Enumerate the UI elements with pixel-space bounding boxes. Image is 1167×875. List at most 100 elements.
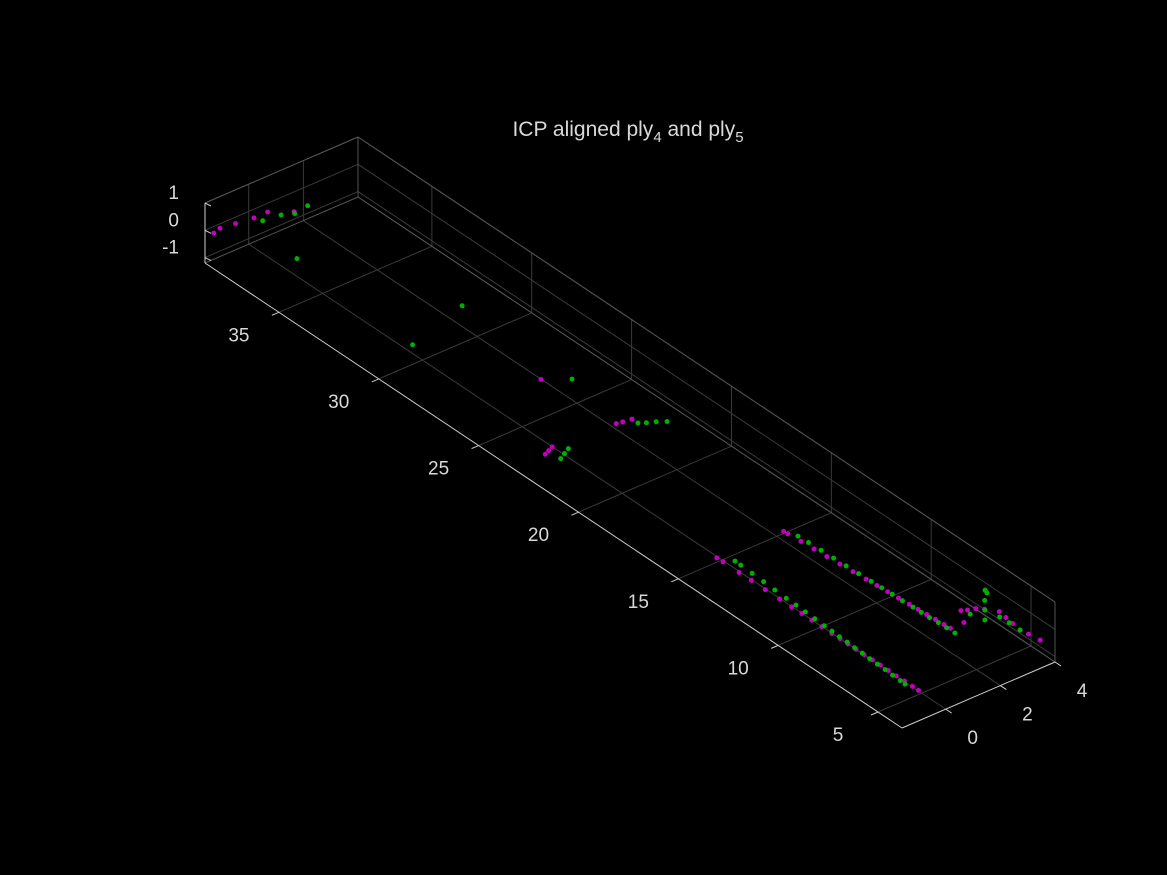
data-point — [909, 683, 915, 689]
grid-line — [204, 163, 359, 231]
data-point — [874, 582, 880, 588]
data-point — [643, 420, 649, 426]
data-point — [549, 444, 555, 450]
data-point — [211, 230, 217, 236]
data-point — [958, 608, 964, 614]
data-point — [944, 625, 950, 631]
data-point — [996, 609, 1002, 615]
data-point — [924, 611, 930, 617]
data-point — [798, 538, 804, 544]
x-tick-label: 2 — [1022, 705, 1033, 726]
data-point — [762, 587, 768, 593]
data-point — [850, 569, 856, 575]
data-point — [859, 650, 865, 656]
data-point — [772, 587, 778, 593]
grid-line — [303, 220, 1001, 686]
y-tick — [770, 644, 779, 649]
data-point — [278, 212, 284, 218]
data-point — [777, 596, 783, 602]
data-point — [947, 625, 953, 631]
data-point — [294, 256, 300, 262]
data-point — [565, 446, 571, 452]
title-subscript: 5 — [735, 129, 743, 146]
data-point — [829, 628, 835, 634]
x-tick — [945, 708, 952, 714]
data-point — [927, 615, 933, 621]
y-tick-label: 20 — [528, 525, 549, 546]
data-point — [997, 614, 1003, 620]
data-point — [629, 416, 635, 422]
data-point — [748, 577, 754, 583]
data-point — [781, 528, 787, 534]
y-tick — [271, 311, 280, 316]
data-point — [635, 420, 641, 426]
data-point — [738, 562, 744, 568]
data-point — [811, 546, 817, 552]
data-point — [844, 639, 850, 645]
data-point — [538, 376, 544, 382]
data-point — [785, 531, 791, 537]
data-point — [569, 376, 575, 382]
data-point — [761, 579, 767, 585]
z-tick-label: -1 — [162, 238, 179, 259]
data-point — [217, 225, 223, 231]
y-tick — [671, 578, 679, 583]
data-point — [821, 623, 827, 629]
data-point — [1026, 631, 1032, 637]
data-point — [895, 595, 901, 601]
data-point — [795, 533, 801, 539]
data-point — [558, 456, 564, 462]
data-point — [542, 451, 548, 457]
data-point — [1017, 627, 1023, 633]
data-point — [935, 620, 941, 626]
y-tick-label: 30 — [328, 392, 349, 413]
data-point — [613, 421, 619, 427]
data-point — [915, 606, 921, 612]
data-point — [952, 630, 958, 636]
data-point — [918, 609, 924, 615]
data-point — [831, 555, 837, 561]
x-tick — [1000, 685, 1007, 690]
x-tick — [1054, 661, 1062, 667]
z-tick — [204, 257, 212, 261]
data-point — [899, 598, 905, 604]
grid-line — [678, 512, 832, 580]
box-edge — [204, 136, 359, 204]
data-point — [749, 570, 755, 576]
z-tick-label: 1 — [168, 183, 179, 204]
data-point — [879, 585, 885, 591]
data-point — [836, 634, 842, 640]
box-edge — [357, 136, 1056, 603]
grid-line — [357, 191, 1056, 657]
data-point — [265, 209, 271, 215]
y-tick-label: 10 — [728, 658, 749, 679]
y-tick — [471, 445, 479, 449]
data-point — [868, 578, 874, 584]
x-axis-line — [901, 661, 1056, 729]
data-point — [824, 554, 830, 560]
data-point — [984, 590, 990, 596]
grid-line — [877, 645, 1032, 713]
y-tick — [870, 711, 879, 716]
data-point — [251, 215, 257, 221]
data-point — [805, 540, 811, 546]
box-edge — [357, 196, 1056, 663]
data-point — [837, 561, 843, 567]
data-point — [732, 558, 738, 564]
data-point — [863, 576, 869, 582]
data-point — [885, 589, 891, 595]
title-text: and ply — [662, 118, 736, 141]
data-point — [789, 604, 795, 610]
y-tick-label: 35 — [228, 325, 249, 346]
data-point — [653, 419, 659, 425]
data-point — [856, 571, 862, 577]
data-point — [1003, 615, 1009, 621]
z-tick — [204, 202, 212, 207]
data-point — [546, 448, 552, 454]
data-point — [459, 303, 465, 309]
grid-line — [578, 445, 732, 513]
data-point — [982, 597, 988, 603]
data-point — [410, 342, 416, 348]
